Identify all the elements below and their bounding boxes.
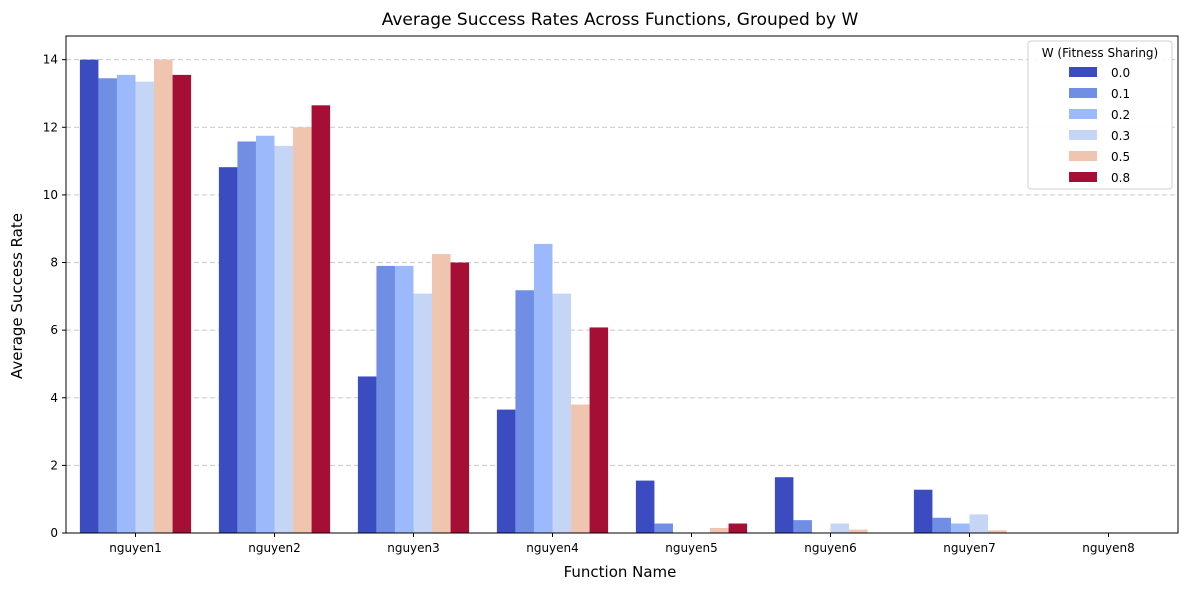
bar xyxy=(635,480,655,533)
legend-entry-label: 0.3 xyxy=(1111,129,1130,143)
legend-entry-label: 0.8 xyxy=(1111,171,1130,185)
bar xyxy=(98,78,117,533)
bar xyxy=(793,520,812,533)
bar xyxy=(552,293,572,533)
x-axis-label: Function Name xyxy=(564,563,677,581)
bar xyxy=(218,167,238,533)
x-tick-label: nguyen5 xyxy=(665,541,718,555)
legend-entry-label: 0.5 xyxy=(1111,150,1130,164)
bar xyxy=(376,265,395,533)
bar xyxy=(932,517,951,533)
y-tick-label: 8 xyxy=(50,256,58,270)
legend-swatch xyxy=(1069,172,1097,182)
bar xyxy=(589,327,609,533)
bar xyxy=(311,105,331,534)
bar xyxy=(654,523,673,533)
bars xyxy=(79,59,1007,534)
bar xyxy=(274,145,294,533)
bar xyxy=(237,141,256,533)
y-tick-label: 2 xyxy=(50,458,58,472)
bar xyxy=(154,59,173,534)
bar xyxy=(913,489,933,533)
y-tick-label: 0 xyxy=(50,526,58,540)
y-tick-label: 12 xyxy=(43,120,58,134)
bar xyxy=(79,59,99,534)
plot-frame xyxy=(65,35,1179,534)
bar xyxy=(830,523,850,533)
bar xyxy=(135,81,155,534)
bar xyxy=(293,127,312,534)
bar xyxy=(496,409,516,533)
bar xyxy=(413,293,433,533)
legend-swatch xyxy=(1069,109,1097,119)
x-tick-label: nguyen7 xyxy=(943,541,996,555)
x-tick-label: nguyen1 xyxy=(109,541,162,555)
bar xyxy=(849,529,868,533)
y-tick-label: 14 xyxy=(43,53,58,67)
y-tick-label: 4 xyxy=(50,391,58,405)
legend-swatch xyxy=(1069,67,1097,77)
legend-entry-label: 0.0 xyxy=(1111,66,1130,80)
y-tick-label: 10 xyxy=(43,188,58,202)
bar xyxy=(728,523,748,533)
bar xyxy=(710,527,729,533)
bar xyxy=(774,477,794,533)
legend-swatch xyxy=(1069,88,1097,98)
x-tick-label: nguyen3 xyxy=(387,541,440,555)
chart-title: Average Success Rates Across Functions, … xyxy=(382,10,859,30)
bar xyxy=(515,290,534,533)
bar xyxy=(394,265,414,533)
axes: 0 2 4 6 8 10 12 14 nguyen1 nguyen2 nguyen3 nguyen4 n… xyxy=(43,35,1179,555)
y-tick-label: 6 xyxy=(50,323,58,337)
legend-entry-label: 0.2 xyxy=(1111,108,1130,122)
bar xyxy=(571,404,590,533)
legend-swatch xyxy=(1069,130,1097,140)
bar xyxy=(255,135,275,533)
x-tick-label: nguyen4 xyxy=(526,541,579,555)
legend-box xyxy=(1027,40,1173,190)
bar xyxy=(172,74,192,533)
y-axis-label: Average Success Rate xyxy=(8,213,26,379)
x-tick-label: nguyen8 xyxy=(1082,541,1135,555)
legend-entry-label: 0.1 xyxy=(1111,87,1130,101)
bar xyxy=(357,376,377,533)
x-tick-label: nguyen2 xyxy=(248,541,301,555)
legend-swatch xyxy=(1069,151,1097,161)
bar xyxy=(450,262,470,533)
bar xyxy=(969,514,989,533)
x-tick-label: nguyen6 xyxy=(804,541,857,555)
bar xyxy=(533,243,553,533)
bar xyxy=(116,74,136,533)
bar xyxy=(432,254,451,534)
bar xyxy=(950,523,970,533)
legend-title: W (Fitness Sharing) xyxy=(1042,46,1158,60)
legend: W (Fitness Sharing) 0.0 0.1 0.2 0.3 0.5 0.8 xyxy=(1027,40,1173,190)
bar xyxy=(988,530,1007,533)
